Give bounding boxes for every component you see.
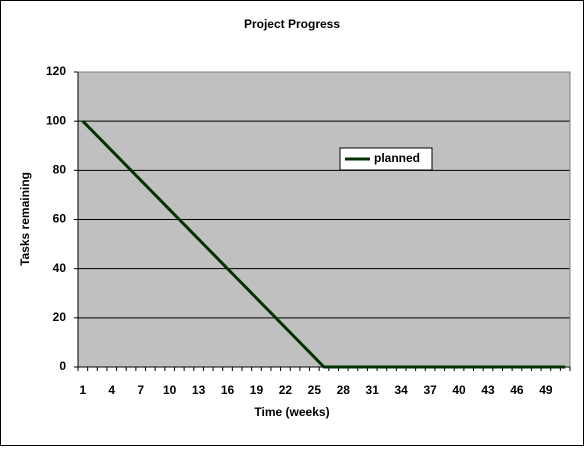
x-tick-label: 4	[108, 383, 115, 397]
y-axis-title: Tasks remaining	[18, 172, 32, 266]
y-tick-label: 120	[46, 64, 66, 78]
series-line	[81, 120, 566, 369]
x-tick-label: 37	[423, 383, 437, 397]
x-tick-label: 31	[366, 383, 380, 397]
x-tick-label: 49	[539, 383, 553, 397]
x-tick-label: 28	[337, 383, 351, 397]
x-tick-label: 16	[221, 383, 235, 397]
x-tick-label: 22	[279, 383, 293, 397]
x-tick-label: 43	[481, 383, 495, 397]
x-tick-label: 25	[308, 383, 322, 397]
y-tick-label: 60	[53, 212, 67, 226]
x-tick-label: 19	[250, 383, 264, 397]
y-tick-label: 40	[53, 261, 67, 275]
x-tick-label: 40	[452, 383, 466, 397]
legend-label: planned	[374, 151, 420, 165]
y-tick-label: 0	[59, 359, 66, 373]
x-axis-title: Time (weeks)	[254, 405, 329, 419]
y-tick-label: 20	[53, 310, 67, 324]
x-tick-label: 7	[137, 383, 144, 397]
x-tick-label: 10	[163, 383, 177, 397]
x-tick-label: 1	[79, 383, 86, 397]
x-tick-label: 46	[510, 383, 524, 397]
x-tick-label: 34	[394, 383, 408, 397]
chart-title: Project Progress	[244, 17, 340, 31]
y-tick-label: 80	[53, 163, 67, 177]
legend-box	[339, 147, 433, 171]
x-tick-label: 13	[192, 383, 206, 397]
y-tick-label: 100	[46, 113, 66, 127]
